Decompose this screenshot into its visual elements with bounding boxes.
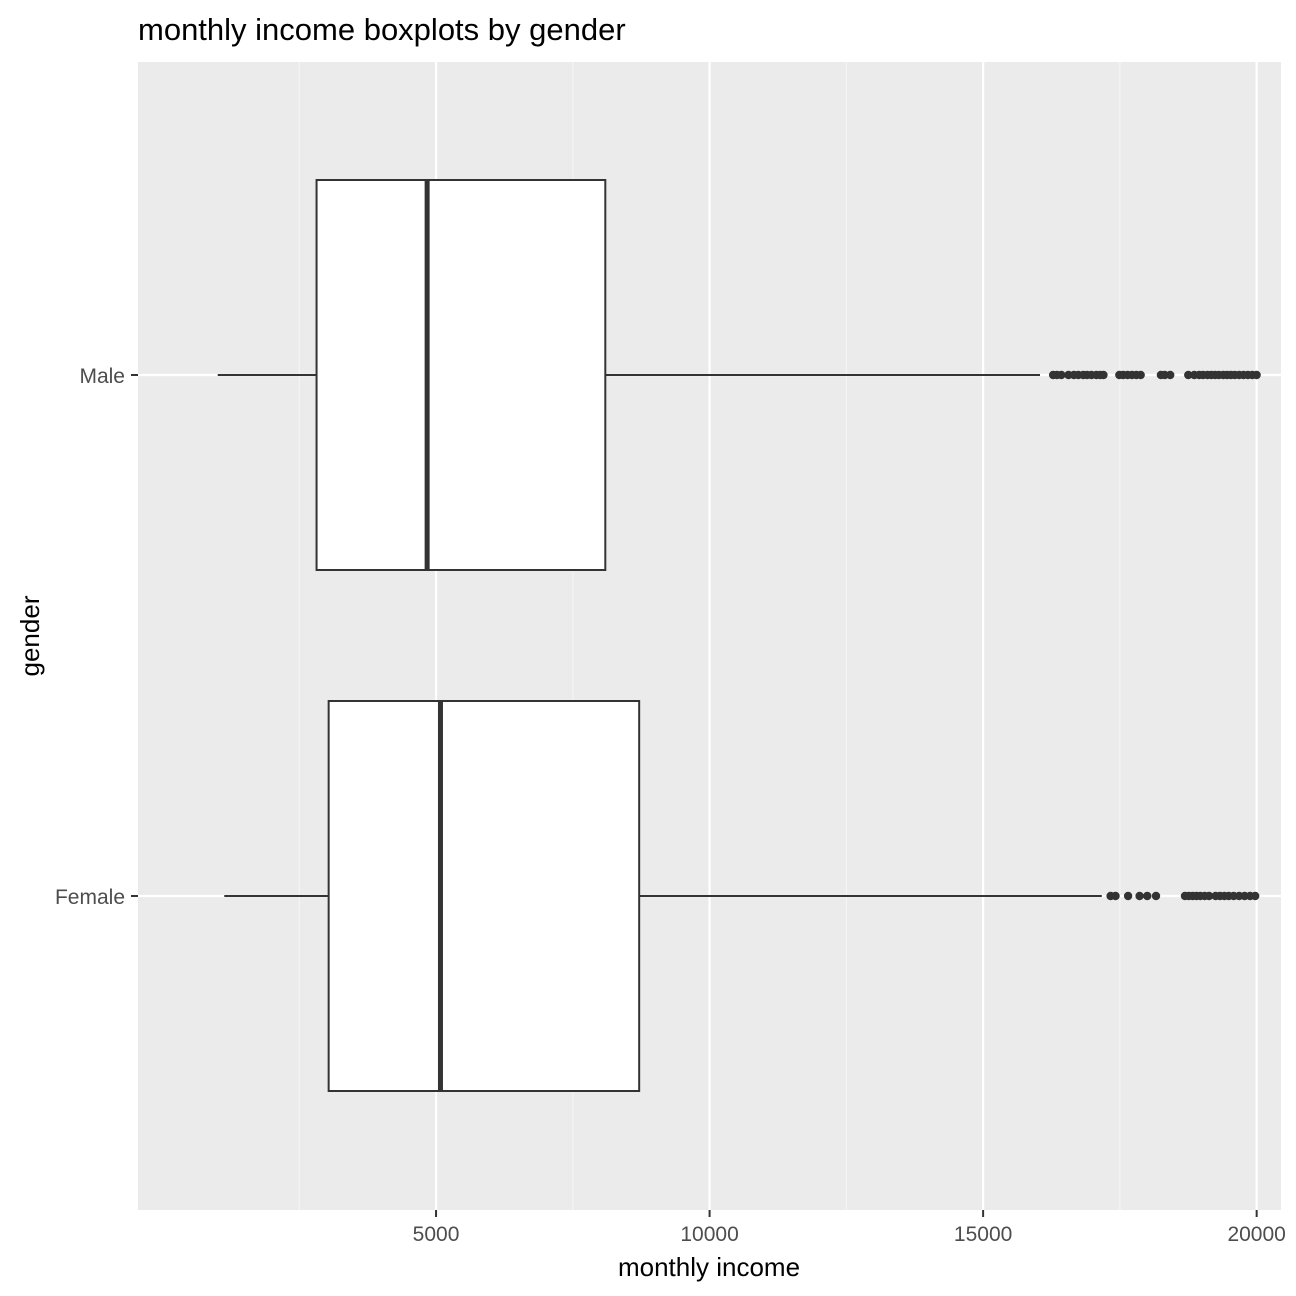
outlier-point-male	[1136, 370, 1145, 380]
y-tick-label: Male	[79, 365, 125, 388]
outlier-point-male	[1252, 370, 1261, 380]
outlier-point-male	[1099, 370, 1108, 380]
x-tick-label: 15000	[954, 1223, 1012, 1246]
x-tick-label: 10000	[680, 1223, 738, 1246]
outlier-point-female	[1151, 891, 1161, 901]
outlier-point-female	[1250, 891, 1260, 901]
boxplot-female	[224, 700, 1260, 1092]
outlier-point-female	[1135, 891, 1144, 901]
outlier-point-female	[1143, 891, 1152, 901]
outlier-point-male	[1057, 370, 1066, 380]
y-tick-label: Female	[55, 886, 125, 909]
boxplot-male	[217, 179, 1261, 571]
y-axis-title: gender	[15, 595, 45, 676]
x-axis: 5000 10000 15000 20000	[413, 1210, 1286, 1246]
box-female	[327, 700, 641, 1092]
boxplots	[217, 179, 1261, 1092]
outlier-point-female	[1204, 891, 1214, 901]
y-axis: Male Female	[55, 365, 138, 909]
outlier-point-female	[1111, 891, 1120, 901]
box-male	[315, 179, 607, 571]
chart-title: monthly income boxplots by gender	[138, 12, 626, 47]
x-tick-label: 5000	[413, 1223, 460, 1246]
x-axis-title: monthly income	[618, 1252, 800, 1282]
outlier-point-male	[1166, 370, 1175, 380]
outlier-point-female	[1123, 891, 1133, 901]
outlier-point-male	[1184, 370, 1193, 380]
x-tick-label: 20000	[1227, 1223, 1285, 1246]
